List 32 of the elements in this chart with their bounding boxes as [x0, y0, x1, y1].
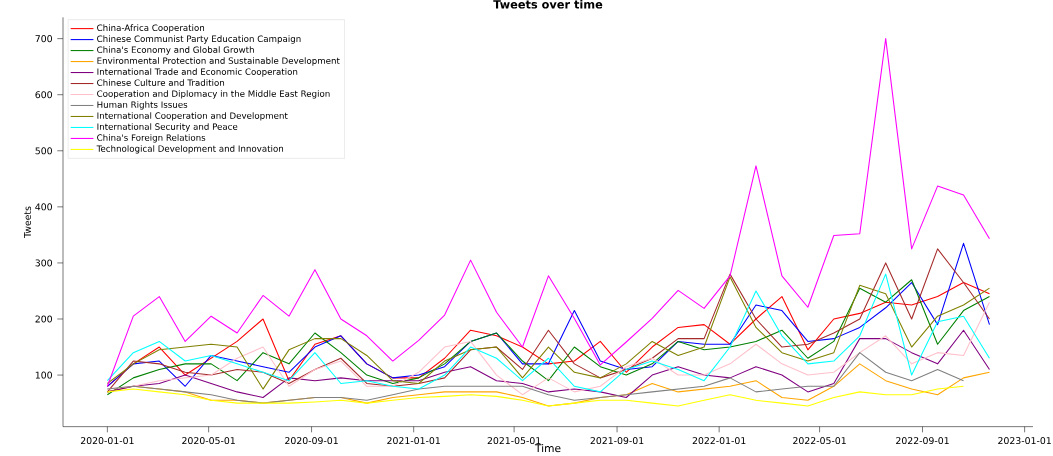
- legend-label: China-Africa Cooperation: [97, 24, 205, 33]
- x-tick-label: 2022-09-01: [896, 437, 949, 445]
- y-tick-label: 200: [35, 315, 52, 323]
- y-axis-title: Tweets: [24, 206, 31, 238]
- x-tick-label: 2023-01-01: [998, 437, 1051, 445]
- legend-label: Chinese Culture and Tradition: [97, 79, 225, 86]
- legend-label: Technological Development and Innovation: [96, 145, 284, 154]
- chart-title: Tweets over time: [493, 0, 603, 9]
- legend-label: Human Rights Issues: [97, 101, 188, 110]
- x-tick-label: 2022-05-01: [793, 437, 846, 445]
- x-tick-label: 2021-09-01: [590, 437, 644, 445]
- x-tick-label: 2021-01-01: [387, 437, 440, 445]
- y-tick-label: 100: [35, 371, 52, 379]
- y-tick-label: 500: [35, 147, 52, 155]
- x-tick-label: 2021-05-01: [487, 437, 541, 445]
- x-axis-title: Time: [534, 443, 561, 453]
- legend-label: Cooperation and Diplomacy in the Middle East Region: [97, 90, 330, 99]
- legend-label: Environmental Protection and Sustainable Development: [97, 57, 340, 66]
- x-tick-label: 2022-01-01: [692, 437, 746, 445]
- y-tick-label: 300: [35, 259, 52, 267]
- x-tick-label: 2020-01-01: [80, 437, 134, 445]
- y-tick-label: 700: [35, 35, 52, 43]
- x-tick-label: 2020-09-01: [285, 437, 338, 445]
- legend-label: China's Foreign Relations: [97, 134, 206, 143]
- legend-label: International Security and Peace: [97, 123, 238, 132]
- legend-label: International Trade and Economic Cooperation: [97, 68, 298, 77]
- y-tick-label: 600: [35, 91, 52, 99]
- legend-label: International Cooperation and Development: [97, 112, 288, 121]
- legend-label: Chinese Communist Party Education Campaign: [97, 35, 301, 44]
- y-tick-label: 400: [35, 203, 52, 211]
- legend-label: China's Economy and Global Growth: [97, 46, 254, 55]
- x-tick-label: 2020-05-01: [182, 437, 235, 445]
